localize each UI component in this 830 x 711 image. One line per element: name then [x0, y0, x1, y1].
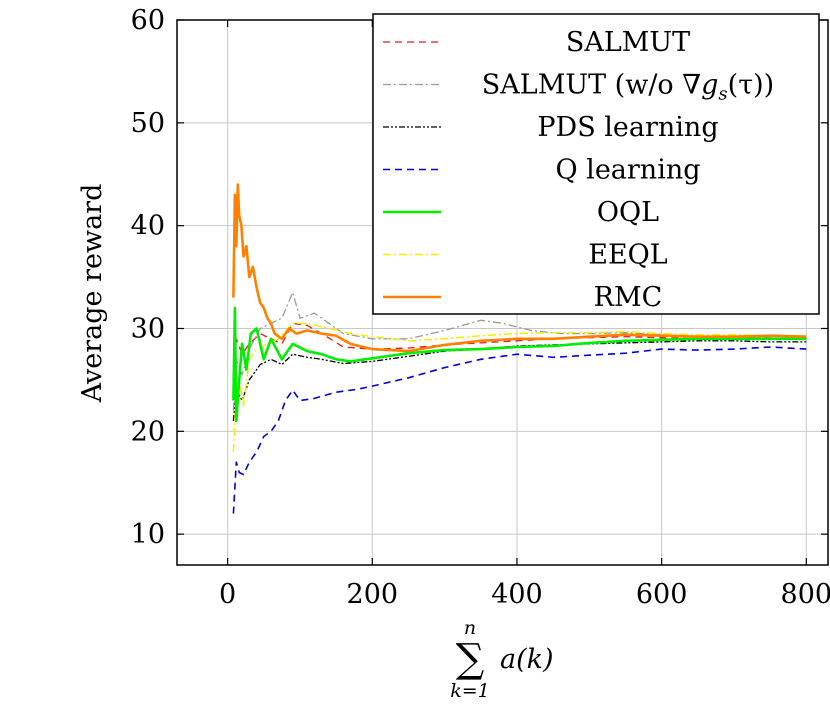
series-line-salmut: [232, 322, 807, 391]
y-axis-label: Average reward: [77, 184, 108, 404]
y-tick-label: 30: [131, 313, 165, 344]
legend-label: Q learning: [555, 155, 700, 186]
x-tick-label: 600: [636, 579, 688, 610]
series-line-eeql: [232, 322, 807, 452]
y-tick-label: 50: [131, 108, 165, 139]
series-line-rmc: [232, 183, 807, 353]
legend-label: RMC: [594, 282, 663, 313]
x-axis-label-sum-lower: k=1: [450, 680, 490, 702]
x-axis-label-sum-upper: n: [464, 617, 476, 639]
y-tick-label: 10: [131, 519, 165, 550]
x-axis-label-term: a(k): [500, 644, 554, 675]
series-layer: [232, 183, 807, 514]
legend-label-part: s: [718, 84, 727, 105]
series-line-oql: [232, 306, 807, 423]
x-tick-label: 400: [491, 579, 543, 610]
y-tick-label: 20: [131, 416, 165, 447]
series-line-pds-learning: [232, 340, 807, 422]
y-tick-label: 40: [131, 211, 165, 242]
legend-label: OQL: [597, 197, 659, 228]
legend-box: [372, 13, 820, 315]
legend-label: EEQL: [588, 240, 668, 271]
legend-label-part: SALMUT (w/o ∇: [482, 70, 701, 101]
series-line-q-learning: [232, 346, 807, 514]
x-tick-label: 800: [781, 579, 830, 610]
legend-label: SALMUT (w/o ∇gs(τ)): [482, 70, 774, 105]
ticks: 0 200 400 600 800 10 20 30 40 50 60: [131, 5, 830, 610]
x-axis-label: n ∑ k=1 a(k): [450, 617, 553, 702]
x-axis-label-sum-symbol: ∑: [456, 636, 485, 682]
legend: SALMUT SALMUT (w/o ∇gs(τ)) PDS learning Q l…: [372, 13, 820, 315]
legend-label-part: g: [701, 70, 718, 101]
legend-label: PDS learning: [537, 112, 718, 143]
legend-label-part: (τ)): [728, 70, 775, 101]
y-tick-label: 60: [131, 5, 165, 36]
x-tick-label: 0: [219, 579, 236, 610]
x-tick-label: 200: [347, 579, 399, 610]
legend-label: SALMUT: [566, 27, 690, 58]
